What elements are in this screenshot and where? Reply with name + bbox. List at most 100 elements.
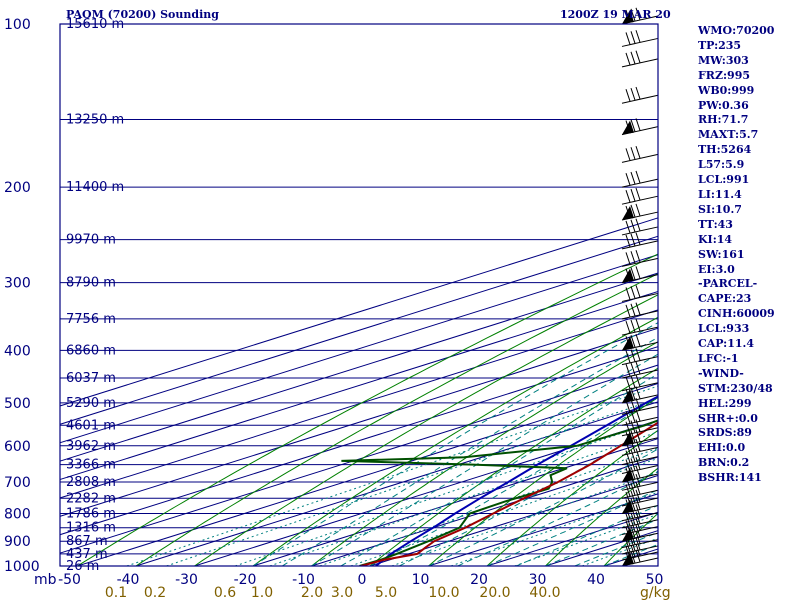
barb-feather (625, 400, 631, 413)
isotherm-line (60, 217, 658, 407)
barb-feather (635, 7, 641, 20)
barb-feather (625, 513, 631, 526)
plot-border (59, 23, 659, 567)
barb-feather (625, 304, 631, 318)
barb-feather (625, 551, 631, 565)
barb-feather (635, 30, 641, 43)
height-label: 6037 m (66, 371, 116, 386)
barb-feather (635, 465, 641, 479)
wind-barb (621, 50, 659, 68)
index-row: BSHR:141 (698, 471, 762, 485)
barb-feather (625, 148, 631, 161)
index-row: HEL:299 (698, 396, 752, 410)
barb-feather (630, 335, 636, 348)
barb-feather (635, 361, 641, 374)
barb-feather (635, 145, 641, 159)
wind-barb (621, 448, 659, 466)
barb-feather (625, 268, 631, 281)
barb-feather (630, 147, 636, 160)
dry-adiabat-line (369, 367, 658, 566)
barb-feather (625, 9, 631, 23)
barb-feather (635, 333, 641, 347)
isotherm-line (369, 474, 658, 566)
height-label: 1786 m (66, 506, 116, 521)
index-row: SHR+:0.0 (698, 411, 758, 425)
barb-feather (635, 118, 641, 131)
barb-feather (635, 457, 641, 470)
barb-feather (635, 429, 641, 442)
wind-barb (621, 250, 659, 267)
isotherm-line (60, 309, 658, 499)
barb-feather (625, 441, 631, 454)
barb-feather (630, 466, 636, 480)
barb-feather (635, 348, 641, 361)
barb-feather (635, 86, 641, 100)
barb-feather (630, 204, 636, 218)
barb-feather (625, 533, 631, 546)
barb-feather (635, 232, 641, 245)
index-row: LFC:-1 (698, 351, 739, 365)
index-row: CAP:11.4 (698, 337, 755, 351)
wind-barb (621, 187, 659, 205)
barb-feather (630, 31, 636, 44)
temperature-trace (360, 421, 658, 566)
dewpoint-trace (341, 419, 658, 566)
isotherm-line (60, 290, 658, 481)
index-row: RH:71.7 (698, 113, 749, 127)
pressure-tick-label: 900 (4, 534, 31, 550)
barb-feather (635, 497, 641, 510)
height-label: 7756 m (66, 312, 116, 327)
index-row: EI:3.0 (698, 262, 735, 276)
isotherm-line (311, 456, 658, 566)
barb-feather (635, 524, 641, 538)
barb-feather (625, 173, 631, 186)
wind-barb (621, 348, 659, 366)
index-row: TT:43 (698, 217, 733, 231)
mixing-ratio-tick-label: 40.0 (529, 585, 560, 600)
moist-adiabat-line (516, 504, 658, 566)
barb-feather (635, 537, 641, 550)
barb-feather (635, 448, 641, 461)
barb-feather (630, 490, 636, 504)
barb-feather (625, 499, 631, 512)
barb-feather (630, 251, 636, 264)
wind-barb (621, 118, 659, 136)
wind-barb (621, 374, 659, 392)
wind-barb (621, 30, 659, 47)
pressure-tick-label: 500 (4, 396, 31, 412)
pressure-tick-label: 300 (4, 276, 31, 292)
barb-feather (625, 190, 631, 203)
pressure-tick-label: 800 (4, 506, 31, 522)
temperature-tick-label: 40 (587, 572, 605, 588)
barb-feather (630, 420, 636, 433)
moist-adiabat-line (457, 470, 658, 566)
mixing-ratio-line (235, 420, 658, 566)
barb-feather (630, 483, 636, 496)
barb-feather (630, 519, 636, 532)
mixing-ratio-tick-label: 0.1 (105, 585, 127, 600)
barb-feather (625, 539, 631, 553)
barb-staff (621, 37, 659, 47)
height-label: 867 m (66, 534, 108, 549)
pressure-tick-label: 600 (4, 439, 31, 455)
wind-barb (621, 218, 659, 236)
pressure-unit-label: mb (34, 572, 57, 588)
barb-feather (635, 549, 641, 562)
height-label: 6860 m (66, 343, 116, 358)
dry-adiabat-line (603, 512, 658, 566)
pressure-tick-label: 200 (4, 180, 31, 196)
barb-feather (635, 266, 641, 279)
barb-feather (635, 481, 641, 495)
barb-feather (635, 439, 641, 452)
index-row: LI:11.4 (698, 187, 742, 201)
barb-feather (625, 220, 631, 234)
barb-feather (635, 504, 641, 517)
mixing-ratio-unit-label: g/kg (640, 585, 671, 600)
pressure-tick-label: 100 (4, 17, 31, 33)
moist-adiabat-line (311, 353, 658, 566)
mixing-ratio-tick-label: 1.0 (251, 585, 273, 600)
barb-feather (625, 431, 631, 444)
barb-feather (630, 8, 636, 22)
wind-barb (621, 531, 659, 549)
barb-staff (621, 427, 659, 437)
